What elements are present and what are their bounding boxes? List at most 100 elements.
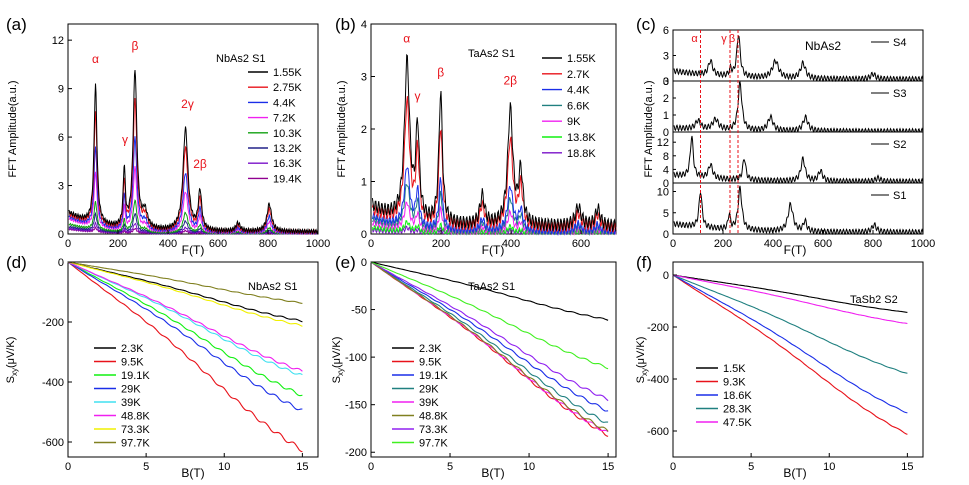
legend-label: 4.4K	[273, 97, 296, 109]
subplot-legend-label: S2	[893, 139, 906, 151]
y-tick-label: 0	[663, 178, 669, 190]
panel-label-a: (a)	[6, 15, 27, 34]
marker-label: β	[729, 33, 735, 45]
y-tick-label: 0	[663, 229, 669, 241]
series-line-73.3K	[67, 261, 303, 327]
legend-label: 16.3K	[273, 158, 302, 170]
panel-d: (d) 0 5 10 15 0 -200 -400 -600 NbAs2 S1 2.3K 9.5…	[5, 253, 319, 480]
subplot-legend-label: S4	[893, 37, 906, 49]
subplot-line-S1	[673, 185, 924, 236]
legend-label: 1.5K	[723, 363, 746, 375]
y-axis-label-c: FFT Amplitude(a.u.)	[643, 81, 655, 178]
legend-label: 28.3K	[723, 404, 752, 416]
x-tick-label: 5	[447, 461, 453, 473]
panel-f: (f) 0 5 10 15 0 -200 -400 -600 TaSb2 S2 1.5K 9.3…	[635, 253, 924, 480]
subplot-frame-S1	[672, 182, 924, 235]
peak-label: 2γ	[181, 97, 194, 111]
series-group-e	[370, 261, 609, 437]
series-line-47.5K	[672, 274, 908, 325]
y-tick-label: 0	[58, 257, 64, 269]
panel-label-e: (e)	[335, 253, 356, 272]
x-tick-label: 0	[670, 238, 676, 250]
legend-label: 13.8K	[567, 132, 596, 144]
x-tick-label: 200	[714, 238, 732, 250]
x-axis-label-c: F(T)	[784, 243, 807, 257]
y-tick-label: -100	[345, 352, 367, 364]
panel-label-f: (f)	[636, 253, 652, 272]
series-line-48.8K	[67, 261, 303, 372]
x-tick-label: 15	[602, 461, 614, 473]
y-axis-label-unit-e: (μV/K)	[331, 337, 343, 368]
y-axis-label-sub-e: xy	[336, 368, 345, 376]
legend-label: 19.1K	[121, 370, 150, 382]
y-tick-label: -600	[42, 437, 64, 449]
subplot-frame-S2	[672, 131, 924, 184]
subplot-line-S3	[673, 81, 924, 133]
legend-label: 47.5K	[723, 417, 752, 429]
peak-label: 2β	[504, 73, 518, 87]
series-line-73.3K	[370, 261, 609, 402]
y-axis-label-main-e: S	[331, 376, 343, 383]
x-tick-label: 0	[65, 238, 71, 250]
ticks-c: 0 200 400 600 800 1000	[670, 230, 935, 250]
subplot-line-S2	[673, 135, 924, 185]
x-tick-label: 600	[572, 238, 590, 250]
x-tick-label: 200	[109, 238, 127, 250]
y-tick-label: 9	[58, 84, 64, 96]
subplot-line-S4	[673, 35, 924, 83]
x-tick-label: 5	[748, 461, 754, 473]
y-tick-label: -50	[351, 305, 367, 317]
marker-label: α	[691, 33, 698, 45]
panel-e: (e) 0 5 10 15 0 -50 -100 -150 -200 TaAs2 S1 2.3K…	[331, 253, 617, 480]
y-tick-label: 3	[663, 76, 669, 88]
y-axis-label-a: FFT Amplitude(a.u.)	[7, 81, 19, 178]
ticks-b: 0 200 400 600 0 1 2 3 4	[361, 19, 590, 250]
y-axis-label-sub-f: xy	[640, 368, 649, 376]
peak-label: 2β	[193, 157, 207, 171]
y-tick-label: 4	[361, 19, 367, 31]
legend-a: 1.55K 2.75K 4.4K 7.2K 10.3K 13.2K 16.3K 19.4K	[248, 67, 302, 185]
y-tick-label: 6	[663, 25, 669, 37]
y-tick-label: 0	[663, 76, 669, 88]
series-line-1.55K	[371, 53, 617, 233]
peak-labels-b: α γ β 2β	[403, 31, 517, 103]
legend-label: 2.75K	[273, 82, 302, 94]
series-line-9.3K	[672, 274, 908, 435]
y-tick-label: 5	[663, 208, 669, 220]
legend-label: 39K	[419, 397, 439, 409]
legend-label: 4.4K	[567, 85, 590, 97]
y-tick-label: 1	[663, 110, 669, 122]
peak-label: α	[403, 31, 410, 45]
x-tick-label: 0	[670, 461, 676, 473]
legend-label: 1.55K	[273, 67, 302, 79]
y-axis-label-e: Sxy(μV/K)	[331, 337, 345, 384]
panel-a: (a) 0 200 400 600 800 1000 0 3 6 9 12 α β γ 2γ 2β NbAs…	[6, 15, 330, 257]
y-tick-label: 0	[58, 229, 64, 241]
x-axis-label-f: B(T)	[783, 466, 806, 480]
x-tick-label: 400	[159, 238, 177, 250]
legend-label: 19.4K	[273, 173, 302, 185]
series-line-18.6K	[672, 274, 908, 414]
panel-b: (b) 0 200 400 600 0 1 2 3 4 α γ β 2β TaAs2 S1 1.55K…	[335, 15, 617, 257]
legend-label: 2.3K	[121, 343, 144, 355]
legend-label: 2.7K	[567, 69, 590, 81]
series-line-29K	[67, 261, 303, 411]
y-axis-label-main-d: S	[5, 376, 17, 383]
series-line-97.7K	[67, 261, 303, 304]
y-tick-label: 0	[361, 229, 367, 241]
y-axis-label-unit-f: (μV/K)	[635, 337, 647, 368]
y-axis-label-sub-d: xy	[10, 368, 19, 376]
chart-title-f: TaSb2 S2	[850, 294, 898, 306]
x-axis-label-e: B(T)	[481, 466, 504, 480]
peak-label: β	[437, 66, 444, 80]
ticks-f: 0 5 10 15 0 -200 -400 -600	[647, 270, 914, 473]
ticks-a: 0 200 400 600 800 1000 0 3 6 9 12	[52, 35, 330, 250]
series-group-f	[672, 274, 908, 435]
x-axis-label-d: B(T)	[181, 466, 204, 480]
legend-label: 9K	[567, 116, 581, 128]
y-tick-label: 3	[361, 72, 367, 84]
plot-frame-f	[672, 261, 924, 458]
